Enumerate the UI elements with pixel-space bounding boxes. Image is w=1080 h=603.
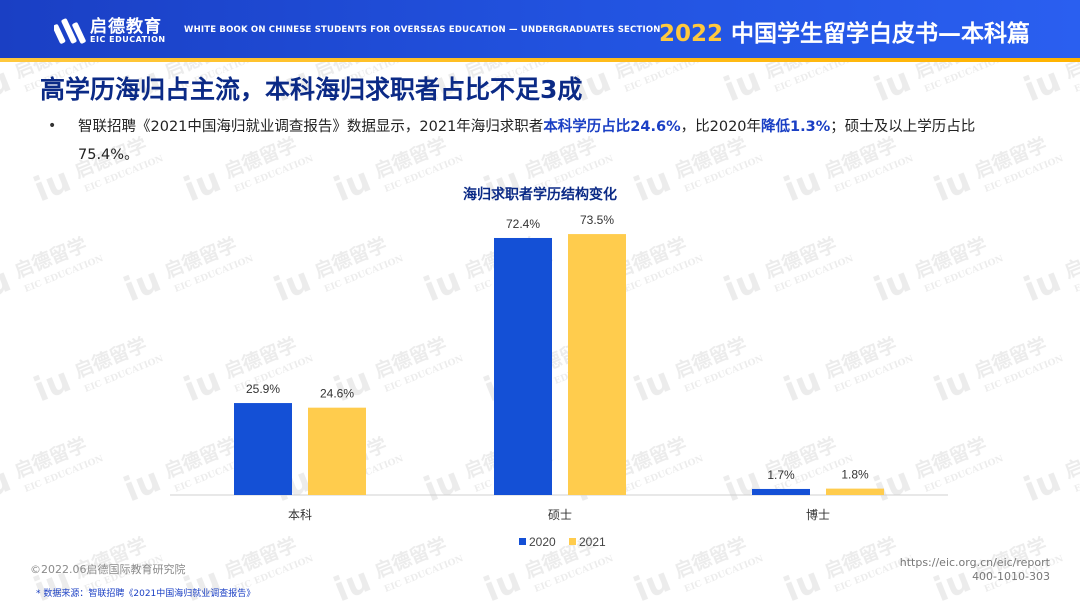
footer-source: * 数据来源：智联招聘《2021中国海归就业调查报告》 (36, 589, 256, 599)
logo-english-text: EIC EDUCATION (90, 35, 166, 44)
bullet-text-part-2: ，比2020年 (680, 119, 762, 135)
bar-2021-硕士 (568, 234, 626, 495)
header-title-text: 中国学生留学白皮书 (731, 21, 938, 47)
bar-2020-博士 (752, 488, 810, 495)
eic-logo-icon (54, 18, 86, 44)
legend-label-2021: 2021 (579, 535, 606, 549)
data-label-2021-本科: 24.6% (320, 387, 354, 401)
page-title: 高学历海归占主流，本科海归求职者占比不足3成 (40, 75, 583, 104)
header-title-section: 本科篇 (961, 21, 1030, 47)
bullet-text-part-1: 智联招聘《2021中国海归就业调查报告》数据显示，2021年海归求职者 (78, 119, 544, 135)
header-banner: 启德教育 EIC EDUCATION WHITE BOOK ON CHINESE… (0, 0, 1080, 62)
data-label-2020-博士: 1.7% (767, 468, 795, 482)
legend-swatch-2021 (569, 538, 576, 545)
data-label-2021-硕士: 73.5% (580, 213, 614, 227)
bullet-text-part-3: ；硕士及以上学历占比 75.4%。 (78, 119, 976, 163)
bullet-dot: • (48, 118, 57, 134)
header-subtitle: WHITE BOOK ON CHINESE STUDENTS FOR OVERS… (184, 25, 661, 35)
bullet-highlight-undergrad: 本科学历占比24.6% (543, 119, 681, 135)
logo-chinese-text: 启德教育 (90, 17, 162, 37)
data-label-2021-博士: 1.8% (841, 468, 869, 482)
bar-2020-硕士 (494, 237, 552, 496)
legend-swatch-2020 (519, 538, 526, 545)
footer-copyright: ©2022.06启德国际教育研究院 (30, 563, 186, 576)
header-title-year: 2022 (658, 21, 723, 47)
chart-title: 海归求职者学历结构变化 (463, 187, 617, 203)
bar-2021-本科 (308, 407, 366, 495)
bullet-text: 智联招聘《2021中国海归就业调查报告》数据显示，2021年海归求职者本科学历占… (78, 113, 998, 169)
bar-2021-博士 (826, 488, 884, 495)
legend-label-2020: 2020 (529, 535, 556, 549)
header-accent-stripe (0, 58, 1080, 62)
data-label-2020-硕士: 72.4% (506, 217, 540, 231)
x-tick-label-本科: 本科 (288, 508, 312, 522)
header-title: 2022 中国学生留学白皮书—本科篇 (659, 14, 1030, 48)
x-tick-label-博士: 博士 (806, 507, 830, 522)
footer-contact: https://eic.org.cn/eic/report 400-1010-3… (900, 556, 1050, 584)
x-tick-label-硕士: 硕士 (548, 508, 572, 522)
bar-2020-本科 (234, 403, 292, 495)
bullet-highlight-decrease: 降低1.3% (761, 119, 831, 135)
footer-phone: 400-1010-303 (972, 570, 1050, 583)
footer-url[interactable]: https://eic.org.cn/eic/report (899, 556, 1050, 569)
data-label-2020-本科: 25.9% (246, 382, 280, 396)
header-title-dash: — (938, 21, 961, 47)
